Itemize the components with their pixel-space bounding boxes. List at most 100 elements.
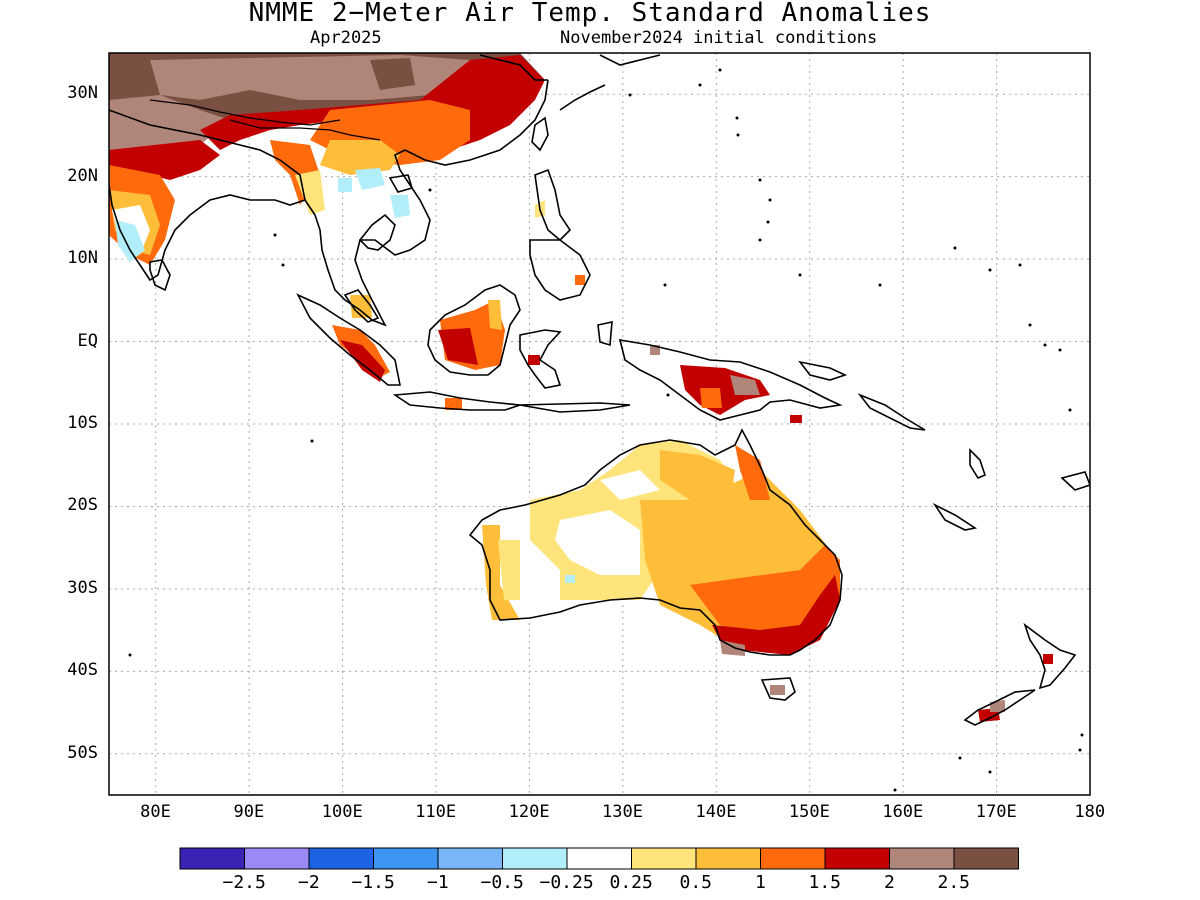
lat-tick-label: 20S xyxy=(67,495,98,516)
map-title: NMME 2−Meter Air Temp. Standard Anomalie… xyxy=(248,0,932,28)
anomaly-png-orange xyxy=(700,388,722,408)
colorbar-swatch xyxy=(373,847,439,870)
anomaly-india-cyan xyxy=(115,220,145,262)
colorbar-label: 2 xyxy=(884,872,895,893)
colorbar-label: −2 xyxy=(298,872,320,893)
colorbar-label: −1.5 xyxy=(351,872,395,893)
forecast-month: Apr2025 xyxy=(310,28,382,48)
anomaly-australia-west-lightyellow xyxy=(498,540,520,600)
lon-tick-label: 180 xyxy=(1074,802,1106,822)
coast-sumatra xyxy=(296,293,401,386)
lon-tick-label: 160E xyxy=(882,802,924,822)
coast-lesser-sunda xyxy=(519,402,631,413)
colorbar-label: −0.25 xyxy=(539,872,594,893)
coastlines xyxy=(109,54,1090,726)
lat-tick-label: 20N xyxy=(67,165,98,186)
anomaly-borneo-red xyxy=(438,328,478,365)
anomaly-australia-orange xyxy=(690,545,840,645)
anomaly-australia-yellow-north xyxy=(660,450,735,500)
coast-hainan xyxy=(388,174,414,193)
colorbar-label: −2.5 xyxy=(222,872,266,893)
coast-fiji xyxy=(1060,471,1090,491)
lon-tick-label: 140E xyxy=(695,802,737,822)
anomaly-myanmar-yellow xyxy=(295,170,325,215)
coast-new-caledonia xyxy=(932,502,978,531)
map-border xyxy=(108,52,1091,796)
coast-java xyxy=(392,391,521,411)
colorbar-swatch xyxy=(566,847,632,870)
lat-tick-label: 10N xyxy=(67,248,98,269)
colorbar-label: 0.25 xyxy=(609,872,653,893)
colorbar-swatch xyxy=(695,847,761,870)
anomaly-australia-west-yellow xyxy=(482,525,520,620)
colorbar-swatch xyxy=(889,847,955,870)
lat-tick-label: 50S xyxy=(67,742,98,763)
coast-new-britain xyxy=(798,360,848,381)
anomaly-indochina-cyan3 xyxy=(338,178,352,192)
map-background xyxy=(109,53,1090,795)
lon-tick-label: 120E xyxy=(508,802,550,822)
colorbar-label: 1 xyxy=(755,872,766,893)
colorbar xyxy=(179,847,1019,870)
anomaly-png-brown xyxy=(730,375,760,395)
coast-new-guinea xyxy=(618,339,843,421)
gridlines xyxy=(109,53,1090,795)
coast-malaya xyxy=(343,289,380,323)
anomaly-tasmania-brown xyxy=(770,685,785,695)
colorbar-swatch xyxy=(179,847,245,870)
colorbar-label: −0.5 xyxy=(480,872,524,893)
anomaly-indochina-cyan2 xyxy=(390,195,410,218)
anomaly-australia-red xyxy=(712,575,840,655)
coast-australia xyxy=(468,428,843,656)
coast-borneo xyxy=(427,284,521,376)
anomaly-indochina-cyan1 xyxy=(355,168,385,190)
colorbar-swatch xyxy=(502,847,568,870)
coast-india xyxy=(109,109,306,282)
colorbar-label: 1.5 xyxy=(808,872,842,893)
coast-ryukyu xyxy=(559,84,606,111)
coast-halmahera xyxy=(597,320,613,347)
coast-nz-north xyxy=(1023,622,1077,690)
coast-philippines-south xyxy=(529,239,591,301)
colorbar-swatch xyxy=(244,847,310,870)
anomaly-nz-brown xyxy=(990,700,1005,712)
lat-tick-label: 30S xyxy=(67,577,98,598)
lon-tick-label: 170E xyxy=(975,802,1017,822)
anomaly-tibet-light2 xyxy=(109,95,230,155)
coast-philippines-luzon xyxy=(534,168,572,242)
small-islands xyxy=(128,68,1084,792)
lon-tick-label: 130E xyxy=(602,802,643,822)
coast-solomons xyxy=(857,393,926,431)
colorbar-label: 2.5 xyxy=(937,872,971,893)
anomaly-nz-red2 xyxy=(1043,654,1053,664)
lon-tick-label: 100E xyxy=(321,802,363,822)
coast-china-north xyxy=(479,54,548,81)
border-himalaya xyxy=(149,99,341,126)
colorbar-swatch xyxy=(437,847,503,870)
colorbar-swatch xyxy=(824,847,890,870)
anomaly-tibet-dark2 xyxy=(370,58,415,90)
lon-tick-label: 110E xyxy=(415,802,457,822)
border-china-lower xyxy=(229,119,381,141)
anomaly-australia-north-orange xyxy=(735,445,770,500)
lat-tick-label: EQ xyxy=(77,330,98,351)
anomaly-china-yellow xyxy=(320,140,400,175)
coast-indochina xyxy=(304,79,549,327)
anomaly-philippines-orange xyxy=(575,275,585,285)
lat-tick-label: 10S xyxy=(67,413,98,433)
coast-sulawesi xyxy=(519,329,562,389)
initial-conditions: November2024 initial conditions xyxy=(560,28,878,48)
colorbar-swatch xyxy=(308,847,374,870)
colorbar-label: −1 xyxy=(427,872,449,893)
lon-tick-label: 80E xyxy=(140,802,171,822)
colorbar-label: 0.5 xyxy=(679,872,713,893)
anomaly-australia-cyan xyxy=(565,575,575,583)
anomaly-india-red xyxy=(109,140,220,180)
anomaly-sumatra-red xyxy=(340,340,385,382)
lon-tick-label: 150E xyxy=(788,802,830,822)
anomaly-java-orange xyxy=(445,398,462,410)
anomaly-borneo-yellow xyxy=(488,300,502,330)
lat-tick-label: 40S xyxy=(67,660,98,681)
coast-vanuatu xyxy=(969,448,986,480)
